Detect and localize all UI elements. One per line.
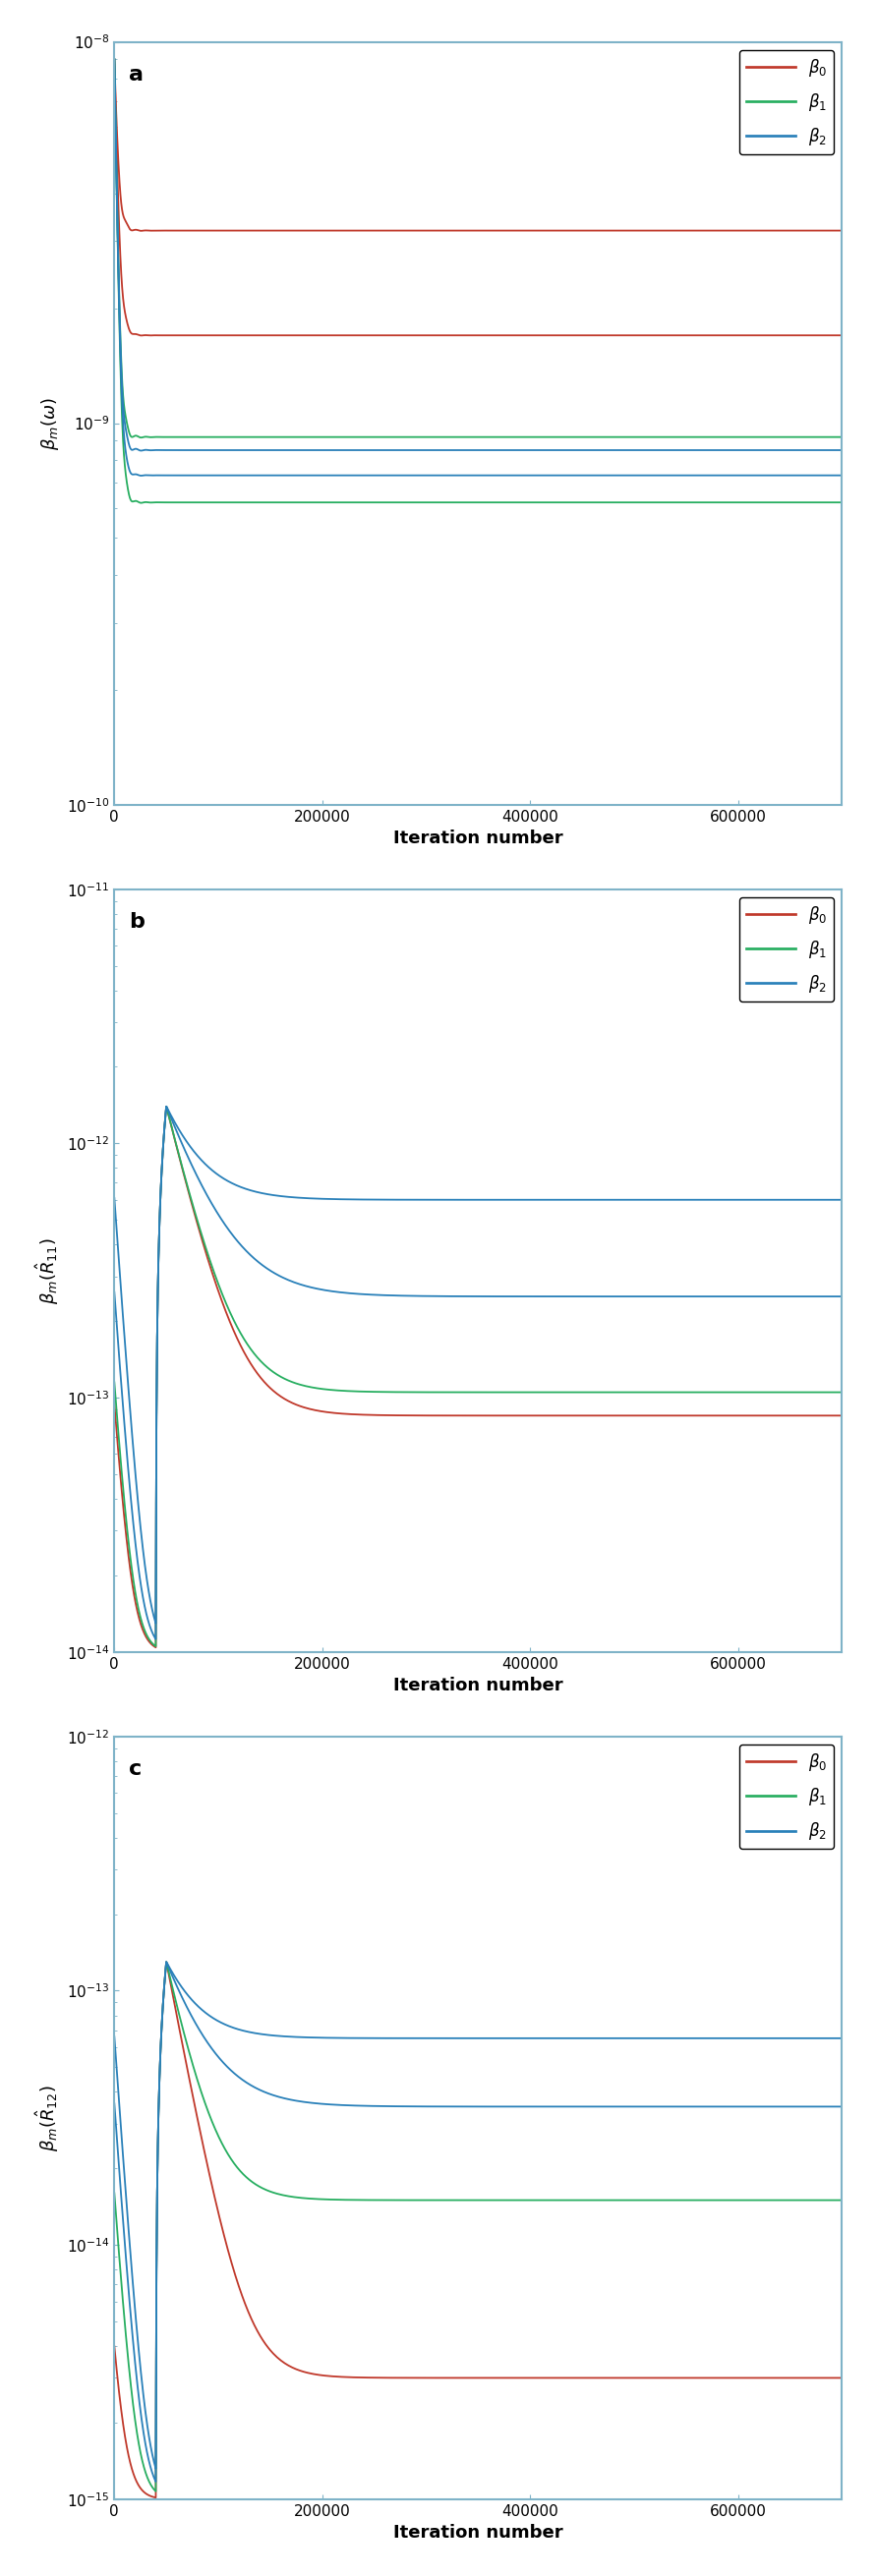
Text: a: a [129, 64, 144, 85]
Text: b: b [129, 912, 145, 933]
X-axis label: Iteration number: Iteration number [393, 2524, 563, 2543]
Y-axis label: $\beta_m(\omega)$: $\beta_m(\omega)$ [39, 397, 61, 451]
Legend: $\beta_0$, $\beta_1$, $\beta_2$: $\beta_0$, $\beta_1$, $\beta_2$ [739, 1744, 834, 1850]
Legend: $\beta_0$, $\beta_1$, $\beta_2$: $\beta_0$, $\beta_1$, $\beta_2$ [739, 49, 834, 155]
Legend: $\beta_0$, $\beta_1$, $\beta_2$: $\beta_0$, $\beta_1$, $\beta_2$ [739, 896, 834, 1002]
Text: c: c [129, 1759, 142, 1780]
X-axis label: Iteration number: Iteration number [393, 829, 563, 848]
Y-axis label: $\beta_m(\hat{R}_{11})$: $\beta_m(\hat{R}_{11})$ [34, 1236, 61, 1303]
Y-axis label: $\beta_m(\hat{R}_{12})$: $\beta_m(\hat{R}_{12})$ [34, 2084, 61, 2151]
X-axis label: Iteration number: Iteration number [393, 1677, 563, 1695]
